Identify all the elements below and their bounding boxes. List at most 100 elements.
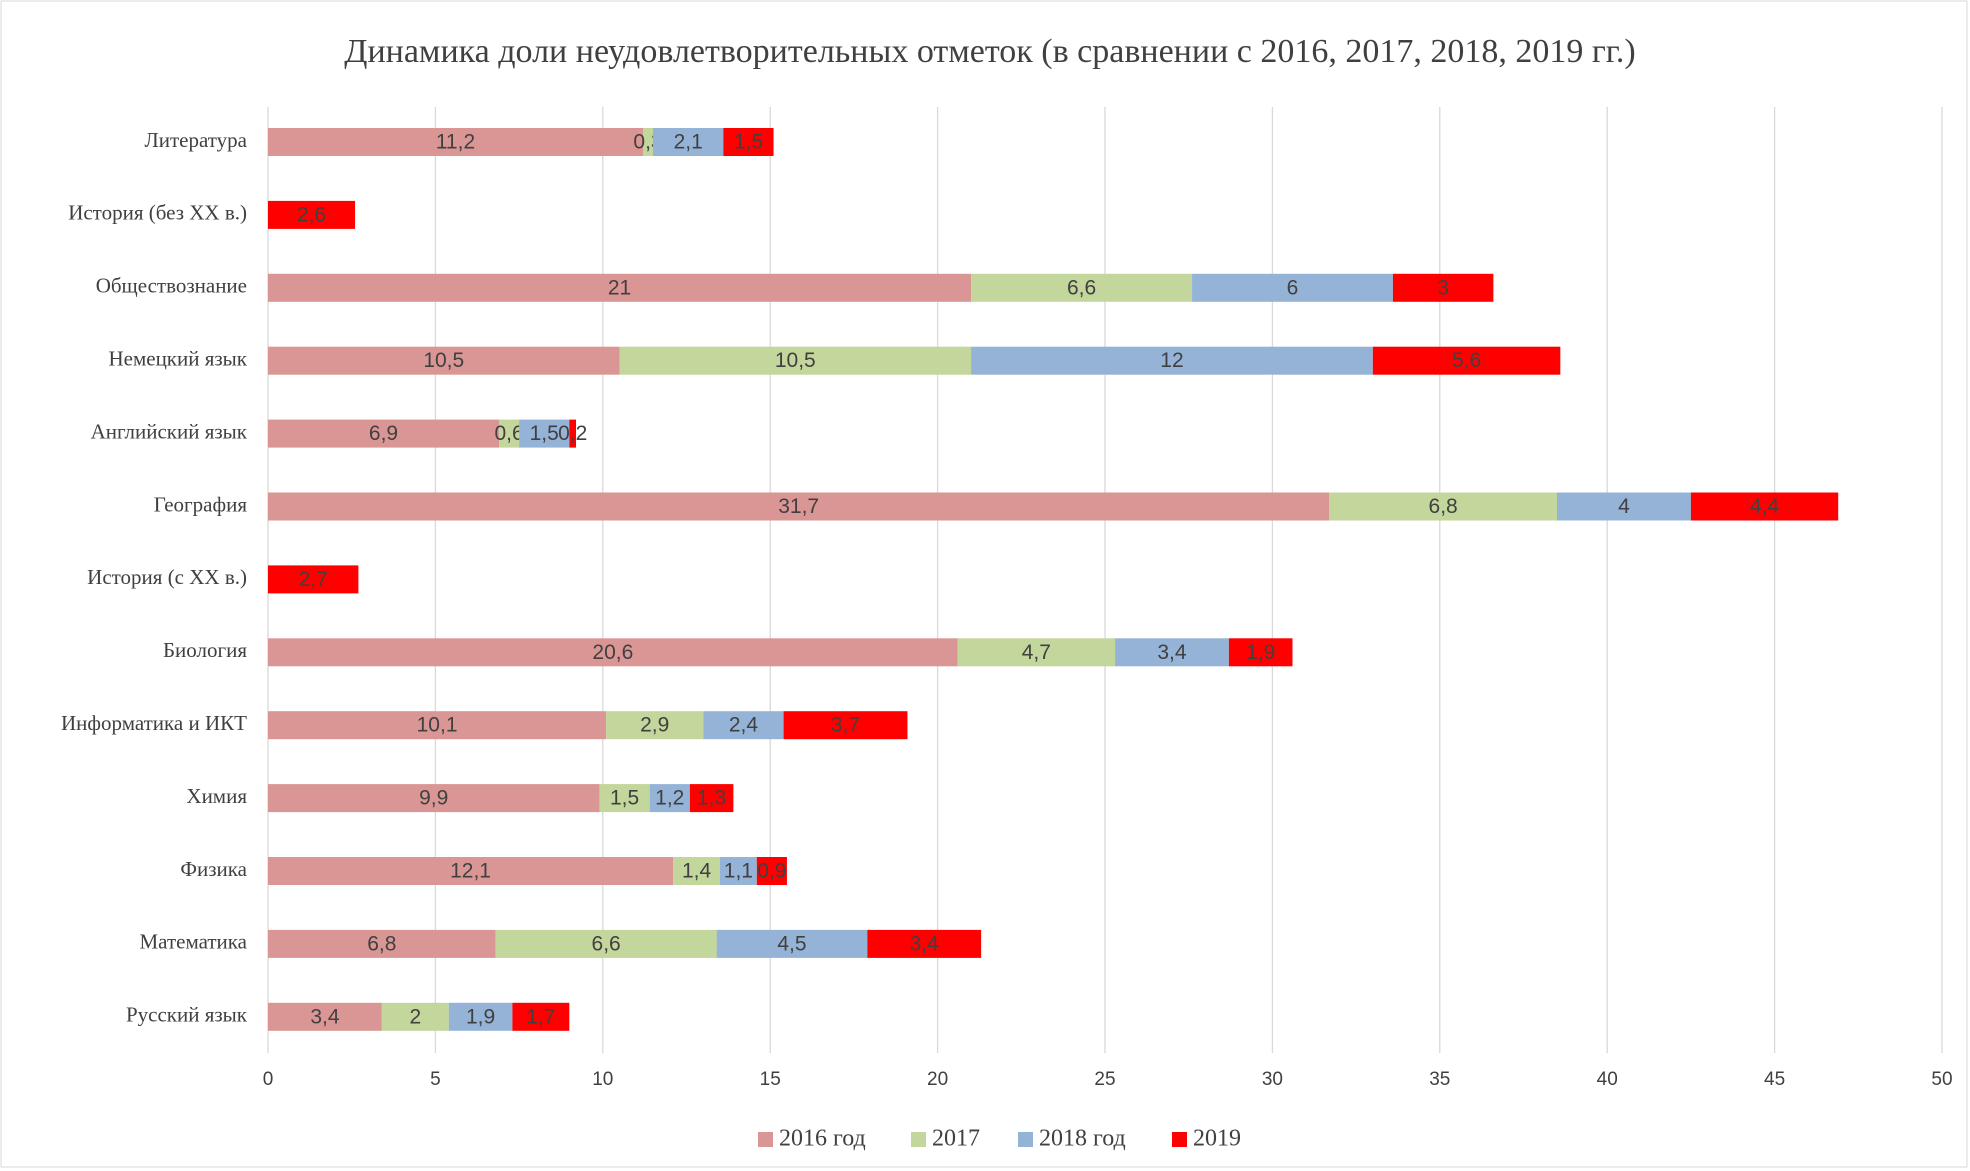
y-tick-label: География [154, 492, 248, 516]
x-tick-label: 30 [1262, 1069, 1283, 1090]
data-label: 6 [1287, 276, 1299, 299]
data-label: 10,5 [775, 349, 816, 372]
bar-segment [268, 929, 496, 958]
y-tick-label: История (без XX в.) [68, 201, 247, 225]
data-label: 1,5 [530, 422, 559, 445]
y-tick-label: Математика [140, 930, 248, 954]
bar-segment [519, 419, 570, 448]
y-tick-label: Английский язык [91, 419, 248, 443]
bar-segment [1329, 492, 1557, 521]
bar-segment [268, 711, 607, 740]
data-label: 6,6 [592, 932, 621, 955]
data-label: 1,3 [697, 787, 726, 810]
data-label: 2,9 [640, 714, 669, 737]
legend-swatch [1018, 1132, 1033, 1147]
bar-segment [1228, 638, 1293, 667]
bar-segment [268, 273, 972, 302]
data-label: 5,6 [1452, 349, 1481, 372]
data-label: 21 [608, 276, 631, 299]
bar-segment [268, 784, 600, 813]
data-label: 3 [1437, 276, 1449, 299]
data-label: 2,6 [297, 203, 326, 226]
bar-segment [268, 492, 1330, 521]
data-label: 4,7 [1022, 641, 1051, 664]
x-tick-label: 0 [263, 1069, 274, 1090]
y-tick-label: Информатика и ИКТ [61, 711, 247, 735]
legend-label: 2019 [1193, 1126, 1241, 1152]
bar-segment [495, 929, 717, 958]
data-label: 6,8 [367, 932, 396, 955]
y-tick-label: Физика [180, 857, 247, 881]
data-label: 20,6 [592, 641, 633, 664]
legend-swatch [1172, 1132, 1187, 1147]
data-label: 1,9 [1246, 641, 1275, 664]
bar-segment [1690, 492, 1839, 521]
x-tick-label: 15 [760, 1069, 781, 1090]
bar-segment [569, 419, 577, 448]
legend-swatch [758, 1132, 773, 1147]
legend-label: 2018 год [1039, 1126, 1126, 1152]
data-label: 1,2 [655, 787, 684, 810]
bar-segment [716, 929, 868, 958]
x-tick-label: 5 [430, 1069, 441, 1090]
data-label: 1,1 [724, 860, 753, 883]
y-tick-label: Немецкий язык [108, 347, 247, 371]
bar-segment [268, 1002, 382, 1031]
data-label: 0,6 [494, 422, 523, 445]
data-label: 1,9 [466, 1005, 495, 1028]
legend-label: 2016 год [779, 1126, 866, 1152]
bar-segment [971, 346, 1373, 375]
bar-segment [268, 200, 356, 229]
data-label: 1,5 [734, 131, 763, 154]
data-label: 3,4 [1157, 641, 1187, 664]
data-label: 1,4 [682, 860, 712, 883]
bar-segment [268, 419, 500, 448]
data-label: 6,9 [369, 422, 398, 445]
bar-segment [719, 857, 757, 885]
data-label: 12 [1160, 349, 1183, 372]
data-label: 3,7 [831, 714, 860, 737]
data-label: 6,6 [1067, 276, 1096, 299]
data-label: 10,1 [417, 714, 458, 737]
y-tick-label: Литература [145, 128, 248, 152]
bar-segment [512, 1002, 570, 1031]
data-label: 2 [409, 1005, 421, 1028]
y-tick-label: Русский язык [126, 1003, 248, 1027]
bar-segment [268, 128, 643, 156]
x-tick-label: 40 [1597, 1069, 1618, 1090]
data-label: 0,9 [757, 860, 786, 883]
data-label: 9,9 [419, 787, 448, 810]
bar-segment [723, 128, 774, 156]
bar-segment [1115, 638, 1229, 667]
bar-segment [606, 711, 704, 740]
bar-segment [703, 711, 784, 740]
bar-segment [619, 346, 972, 375]
x-tick-label: 50 [1931, 1069, 1952, 1090]
data-label: 2,4 [729, 714, 759, 737]
bar-segment [381, 1002, 449, 1031]
data-label: 2,7 [299, 568, 328, 591]
bar-segment [1556, 492, 1691, 521]
data-label: 12,1 [450, 860, 491, 883]
bar-segment [783, 711, 908, 740]
bar-segment [599, 784, 650, 813]
legend-label: 2017 [932, 1126, 980, 1152]
data-label: 31,7 [778, 495, 819, 518]
x-tick-label: 45 [1764, 1069, 1785, 1090]
bar-segment [653, 128, 724, 156]
bar-segment [499, 419, 520, 448]
x-tick-label: 25 [1094, 1069, 1115, 1090]
data-label: 4,5 [777, 932, 806, 955]
bar-segment [1192, 273, 1393, 302]
y-tick-label: Химия [186, 784, 247, 808]
chart-title: Динамика доли неудовлетворительных отмет… [344, 33, 1636, 70]
y-tick-label: Биология [163, 638, 247, 662]
x-tick-label: 35 [1429, 1069, 1450, 1090]
y-tick-label: Обществознание [96, 274, 247, 298]
data-label: 6,8 [1429, 495, 1458, 518]
bar-segment [756, 857, 787, 885]
bar-segment [642, 128, 654, 156]
bar-segment [268, 857, 674, 885]
bar-segment [448, 1002, 513, 1031]
